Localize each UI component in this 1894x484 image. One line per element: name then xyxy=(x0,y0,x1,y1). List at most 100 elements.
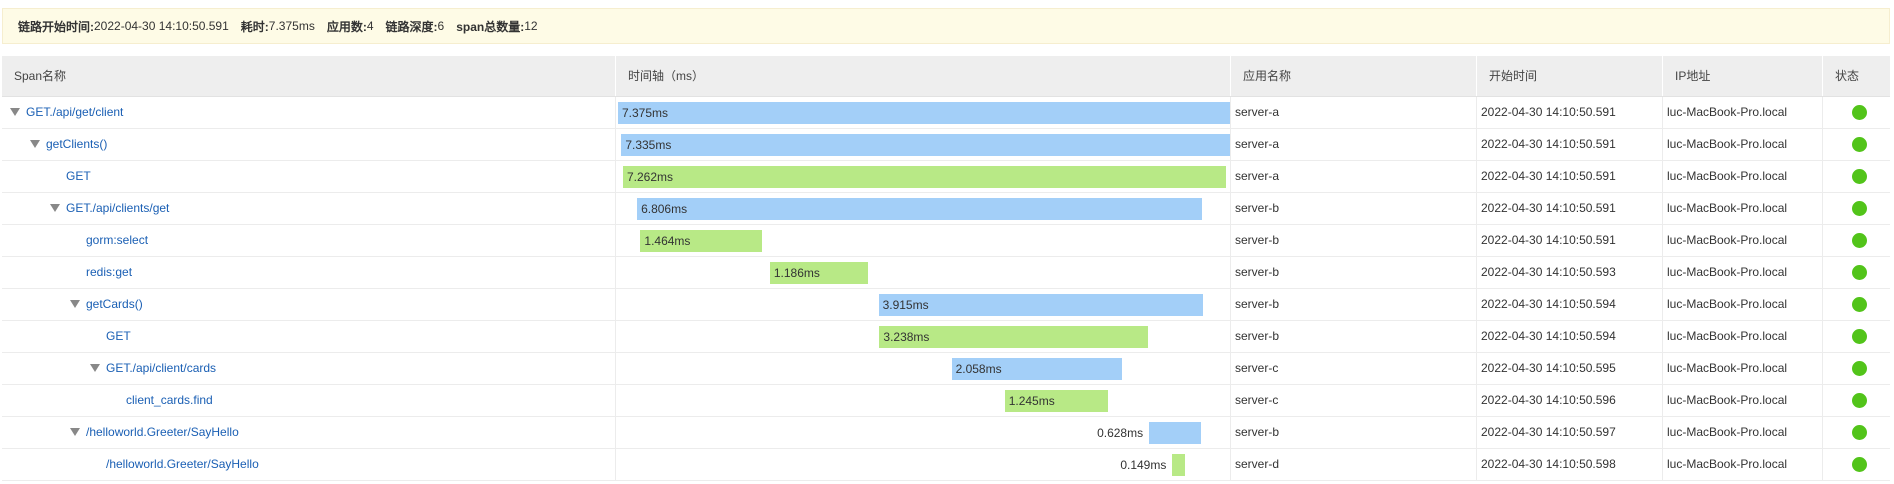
timeline-cell: 6.806ms xyxy=(616,193,1231,224)
table-row[interactable]: /helloworld.Greeter/SayHello 0.149ms serve… xyxy=(2,449,1890,481)
status-cell xyxy=(1823,321,1890,352)
ip-cell: luc-MacBook-Pro.local xyxy=(1663,225,1823,256)
table-row[interactable]: GET./api/get/client 7.375ms server-a 2022-0… xyxy=(2,97,1890,129)
collapse-caret-icon[interactable] xyxy=(70,427,80,436)
span-duration-label: 1.186ms xyxy=(773,266,820,280)
span-duration-label: 6.806ms xyxy=(641,202,688,216)
status-ok-icon xyxy=(1852,105,1867,121)
ip-cell: luc-MacBook-Pro.local xyxy=(1663,161,1823,192)
span-duration-bar[interactable]: 3.238ms xyxy=(879,326,1149,348)
status-ok-icon xyxy=(1852,329,1867,345)
status-ok-icon xyxy=(1852,137,1867,153)
span-duration-bar[interactable] xyxy=(1149,422,1202,444)
span-duration-label: 7.375ms xyxy=(622,106,669,120)
status-cell xyxy=(1823,161,1890,192)
timeline-cell: 3.915ms xyxy=(616,289,1231,320)
depth-value: 6 xyxy=(437,19,445,33)
start-time-cell: 2022-04-30 14:10:50.591 xyxy=(1477,225,1663,256)
timeline-cell: 1.464ms xyxy=(616,225,1231,256)
span-name-link[interactable]: redis:get xyxy=(86,265,133,279)
app-name-cell: server-b xyxy=(1231,289,1477,320)
table-row[interactable]: client_cards.find 1.245ms server-c 2022-04-… xyxy=(2,385,1890,417)
span-name-link[interactable]: gorm:select xyxy=(86,233,149,247)
span-duration-bar[interactable]: 7.262ms xyxy=(622,166,1226,188)
duration-label: 耗时: xyxy=(240,19,269,34)
span-name-link[interactable]: GET xyxy=(106,329,131,343)
app-name-cell: server-c xyxy=(1231,353,1477,384)
span-name-link[interactable]: /helloworld.Greeter/SayHello xyxy=(106,457,259,471)
table-row[interactable]: GET./api/client/cards 2.058ms server-c 2022… xyxy=(2,353,1890,385)
timeline-cell: 2.058ms xyxy=(616,353,1231,384)
span-name-cell: GET xyxy=(2,161,616,192)
span-name-link[interactable]: getCards() xyxy=(86,297,143,311)
span-name-link[interactable]: client_cards.find xyxy=(126,393,213,407)
status-cell xyxy=(1823,225,1890,256)
timeline-cell: 0.149ms xyxy=(616,449,1231,480)
column-header-status: 状态 xyxy=(1835,69,1860,83)
span-name-link[interactable]: GET xyxy=(66,169,91,183)
start-time-cell: 2022-04-30 14:10:50.597 xyxy=(1477,417,1663,448)
span-duration-bar[interactable]: 7.335ms xyxy=(621,134,1230,156)
span-name-cell: GET./api/client/cards xyxy=(2,353,616,384)
ip-cell: luc-MacBook-Pro.local xyxy=(1663,257,1823,288)
start-time-cell: 2022-04-30 14:10:50.594 xyxy=(1477,321,1663,352)
ip-cell: luc-MacBook-Pro.local xyxy=(1663,129,1823,160)
table-row[interactable]: GET 3.238ms server-b 2022-04-30 14:10:50.59… xyxy=(2,321,1890,353)
app-name-cell: server-a xyxy=(1231,97,1477,128)
collapse-caret-icon[interactable] xyxy=(90,363,100,372)
span-name-link[interactable]: GET./api/get/client xyxy=(26,105,124,119)
ip-cell: luc-MacBook-Pro.local xyxy=(1663,321,1823,352)
timeline-cell: 7.335ms xyxy=(616,129,1231,160)
ip-cell: luc-MacBook-Pro.local xyxy=(1663,97,1823,128)
span-name-cell: getClients() xyxy=(2,129,616,160)
app-count-label: 应用数: xyxy=(326,19,367,34)
column-header-timeline: 时间轴（ms） xyxy=(616,56,1231,96)
span-duration-bar[interactable]: 1.464ms xyxy=(640,230,762,252)
span-duration-bar[interactable]: 2.058ms xyxy=(951,358,1123,380)
status-ok-icon xyxy=(1852,361,1867,377)
collapse-caret-icon[interactable] xyxy=(10,107,20,116)
span-duration-label: 7.262ms xyxy=(626,170,673,184)
table-row[interactable]: GET./api/clients/get 6.806ms server-b 2022-… xyxy=(2,193,1890,225)
start-time-cell: 2022-04-30 14:10:50.594 xyxy=(1477,289,1663,320)
span-name-link[interactable]: GET./api/client/cards xyxy=(106,361,217,375)
span-total-value: 12 xyxy=(524,19,538,33)
app-name-cell: server-b xyxy=(1231,193,1477,224)
start-time-cell: 2022-04-30 14:10:50.596 xyxy=(1477,385,1663,416)
span-duration-bar[interactable] xyxy=(1172,454,1185,476)
ip-cell: luc-MacBook-Pro.local xyxy=(1663,289,1823,320)
status-cell xyxy=(1823,129,1890,160)
status-ok-icon xyxy=(1852,297,1867,313)
span-duration-bar[interactable]: 6.806ms xyxy=(637,198,1202,220)
start-time-cell: 2022-04-30 14:10:50.591 xyxy=(1477,97,1663,128)
span-duration-bar[interactable]: 1.186ms xyxy=(769,262,869,284)
status-ok-icon xyxy=(1852,425,1867,441)
span-duration-bar[interactable]: 7.375ms xyxy=(618,102,1230,124)
app-name-cell: server-b xyxy=(1231,225,1477,256)
table-row[interactable]: gorm:select 1.464ms server-b 2022-04-30 14:… xyxy=(2,225,1890,257)
status-ok-icon xyxy=(1852,169,1867,185)
collapse-caret-icon[interactable] xyxy=(30,139,40,148)
span-duration-label: 0.628ms xyxy=(1097,426,1144,440)
table-row[interactable]: /helloworld.Greeter/SayHello 0.628ms serve… xyxy=(2,417,1890,449)
ip-cell: luc-MacBook-Pro.local xyxy=(1663,385,1823,416)
span-duration-label: 2.058ms xyxy=(955,362,1002,376)
span-name-link[interactable]: /helloworld.Greeter/SayHello xyxy=(86,425,239,439)
status-cell xyxy=(1823,353,1890,384)
span-duration-bar[interactable]: 1.245ms xyxy=(1004,390,1108,412)
table-row[interactable]: GET 7.262ms server-a 2022-04-30 14:10:50.59… xyxy=(2,161,1890,193)
table-row[interactable]: getCards() 3.915ms server-b 2022-04-30 14:1… xyxy=(2,289,1890,321)
collapse-caret-icon[interactable] xyxy=(50,203,60,212)
ip-cell: luc-MacBook-Pro.local xyxy=(1663,193,1823,224)
span-name-cell: GET xyxy=(2,321,616,352)
span-duration-bar[interactable]: 3.915ms xyxy=(878,294,1204,316)
status-cell xyxy=(1823,417,1890,448)
timeline-cell: 3.238ms xyxy=(616,321,1231,352)
table-row[interactable]: redis:get 1.186ms server-b 2022-04-30 14:10… xyxy=(2,257,1890,289)
collapse-caret-icon[interactable] xyxy=(70,299,80,308)
column-header-app-name: 应用名称 xyxy=(1231,56,1477,96)
status-cell xyxy=(1823,385,1890,416)
table-row[interactable]: getClients() 7.335ms server-a 2022-04-30 14… xyxy=(2,129,1890,161)
span-name-link[interactable]: GET./api/clients/get xyxy=(66,201,170,215)
span-name-link[interactable]: getClients() xyxy=(46,137,108,151)
